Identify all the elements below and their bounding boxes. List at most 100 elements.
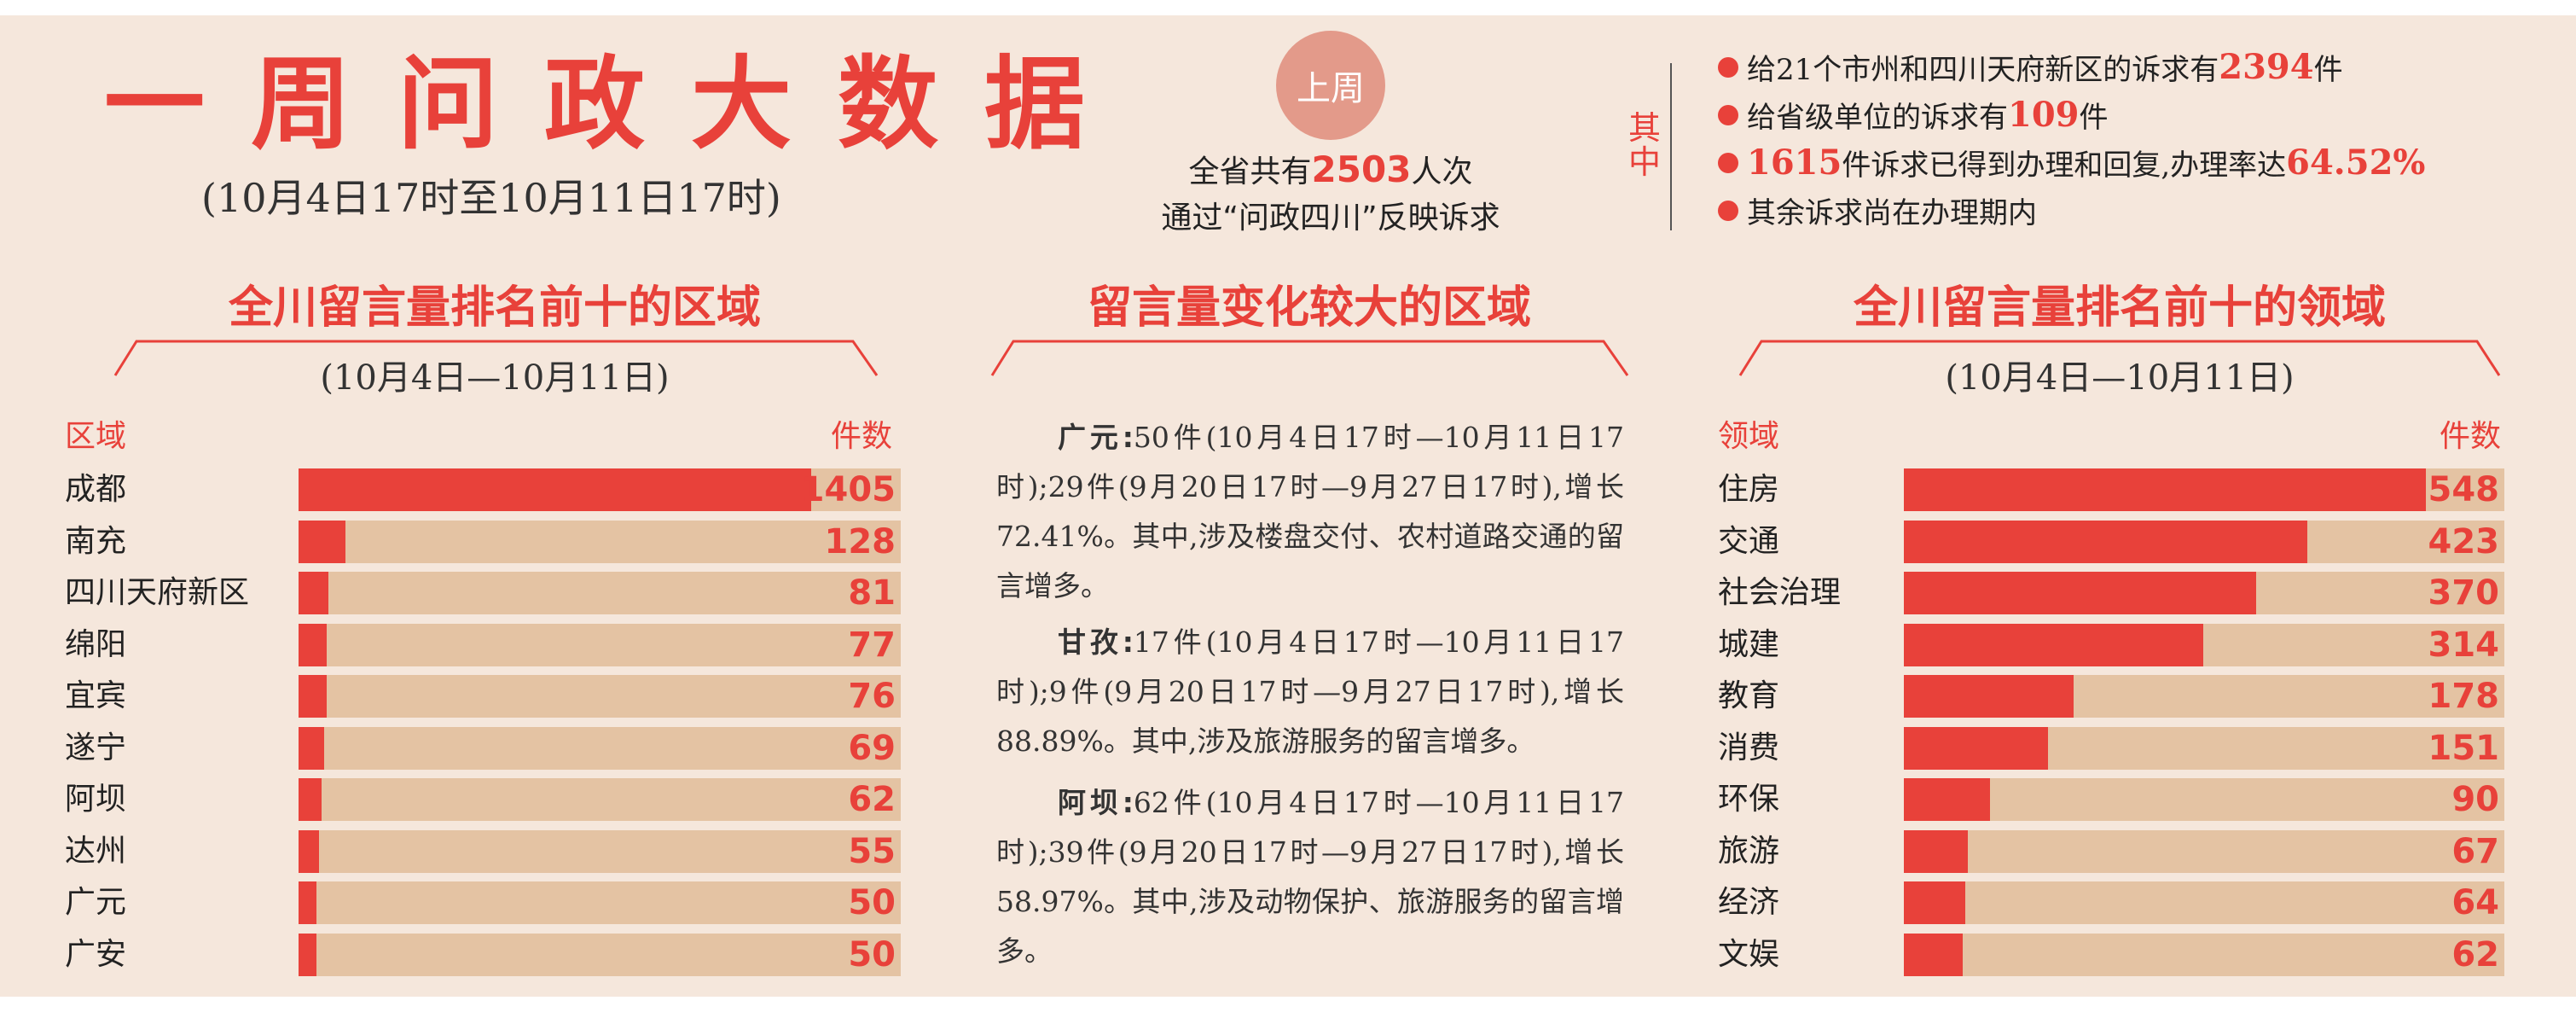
bar bbox=[299, 520, 345, 563]
bar-track: 151 bbox=[1904, 726, 2504, 770]
bar-track: 423 bbox=[1904, 520, 2504, 563]
last-week-badge: 上周 bbox=[1276, 31, 1385, 140]
badge-label: 上周 bbox=[1297, 69, 1365, 108]
bar-category-label: 消费 bbox=[1718, 730, 1780, 765]
bar-category-label: 教育 bbox=[1718, 678, 1780, 713]
bar-value-label: 178 bbox=[2428, 677, 2500, 716]
stat-number: 109 bbox=[2008, 95, 2080, 135]
bar-value-label: 62 bbox=[2451, 934, 2499, 974]
right-bracket-line bbox=[1738, 340, 2501, 376]
bar bbox=[299, 468, 811, 511]
bar-track: 370 bbox=[1904, 572, 2504, 614]
bar-track: 81 bbox=[299, 572, 901, 614]
bar-category-label: 住房 bbox=[1718, 472, 1780, 507]
stat-rate: 64.52% bbox=[2286, 143, 2426, 183]
bar-category-label: 宜宾 bbox=[65, 678, 127, 713]
bar-value-label: 314 bbox=[2428, 625, 2500, 665]
bar bbox=[1904, 933, 1963, 976]
right-section-date: (10月4日—10月11日) bbox=[1945, 358, 2295, 398]
paragraph-text: 50件(10月4日17时—10月11日17时);29件(9月20日17时—9月2… bbox=[996, 421, 1624, 602]
bar-value-label: 50 bbox=[848, 883, 896, 922]
bar-value-label: 81 bbox=[848, 573, 896, 613]
bar-category-label: 经济 bbox=[1718, 885, 1780, 920]
bar-value-label: 76 bbox=[848, 677, 896, 716]
stat-item: 给21个市州和四川天府新区的诉求有 2394 件 bbox=[1718, 46, 2343, 88]
stat-text: 其余诉求尚在办理期内 bbox=[1747, 196, 2037, 230]
left-col-label: 区域 bbox=[65, 419, 127, 454]
bar-category-label: 遂宁 bbox=[65, 730, 127, 765]
bar-category-label: 广安 bbox=[65, 936, 127, 972]
bar-category-label: 阿坝 bbox=[65, 782, 127, 817]
bar bbox=[299, 623, 327, 666]
bar-value-label: 67 bbox=[2451, 831, 2499, 871]
bar bbox=[1904, 468, 2426, 511]
paragraph-lead: 甘孜: bbox=[1058, 625, 1134, 659]
stat-text: 给省级单位的诉求有 bbox=[1747, 101, 2008, 135]
left-section-title: 全川留言量排名前十的区域 bbox=[228, 282, 761, 334]
bar-track: 76 bbox=[299, 675, 901, 718]
bar-track: 62 bbox=[299, 778, 901, 821]
middle-bracket-line bbox=[990, 340, 1629, 376]
left-section-date: (10月4日—10月11日) bbox=[320, 358, 670, 398]
bar bbox=[299, 726, 324, 770]
bar-track: 128 bbox=[299, 520, 901, 563]
stat-text: 件诉求已得到办理和回复,办理率达 bbox=[1842, 148, 2287, 183]
bar-track: 50 bbox=[299, 933, 901, 976]
bar-track: 64 bbox=[1904, 881, 2504, 924]
right-section-title: 全川留言量排名前十的领域 bbox=[1853, 282, 2386, 334]
bar-track: 67 bbox=[1904, 829, 2504, 873]
bar bbox=[1904, 778, 1990, 821]
bar bbox=[299, 933, 316, 976]
stat-item: 给省级单位的诉求有 109 件 bbox=[1718, 94, 2109, 136]
bar-value-label: 370 bbox=[2428, 573, 2500, 613]
paragraph-lead: 阿坝: bbox=[1058, 786, 1134, 819]
bar bbox=[1904, 675, 2074, 718]
summary-prefix: 全省共有 bbox=[1188, 154, 1312, 189]
bullet-dot-icon bbox=[1718, 152, 1738, 173]
left-bracket-line bbox=[113, 340, 879, 376]
bar-value-label: 62 bbox=[848, 780, 896, 819]
right-col-value: 件数 bbox=[2440, 419, 2502, 454]
bar-track: 55 bbox=[299, 829, 901, 873]
bar-category-label: 南充 bbox=[65, 523, 127, 559]
bar bbox=[1904, 572, 2256, 614]
bar-value-label: 69 bbox=[848, 728, 896, 768]
bar-track: 77 bbox=[299, 623, 901, 666]
bar-track: 62 bbox=[1904, 933, 2504, 976]
stat-number: 1615 bbox=[1747, 143, 1842, 183]
bar-category-label: 环保 bbox=[1718, 782, 1780, 817]
bar-value-label: 423 bbox=[2428, 521, 2500, 561]
stat-text: 给21个市州和四川天府新区的诉求有 bbox=[1747, 53, 2219, 87]
summary-suffix: 人次 bbox=[1411, 154, 1473, 189]
bar bbox=[1904, 520, 2307, 563]
stat-text: 件 bbox=[2313, 53, 2343, 87]
bar-value-label: 77 bbox=[848, 625, 896, 665]
summary-total: 全省共有2503人次 bbox=[1100, 147, 1561, 191]
bar bbox=[299, 675, 327, 718]
stat-item: 1615 件诉求已得到办理和回复,办理率达 64.52% bbox=[1718, 142, 2425, 183]
bar-category-label: 广元 bbox=[65, 885, 127, 920]
bar bbox=[299, 572, 328, 614]
bar-track: 548 bbox=[1904, 468, 2504, 511]
right-col-label: 领域 bbox=[1718, 419, 1780, 454]
bar-value-label: 50 bbox=[848, 934, 896, 974]
header-divider bbox=[1670, 63, 1672, 230]
bar-track: 1405 bbox=[299, 468, 901, 511]
paragraph-text: 62件(10月4日17时—10月11日17时);39件(9月20日17时—9月2… bbox=[996, 786, 1624, 968]
page-subtitle: (10月4日17时至10月11日17时) bbox=[201, 175, 781, 221]
bullet-dot-icon bbox=[1718, 104, 1738, 125]
paragraph-lead: 广元: bbox=[1058, 421, 1134, 454]
bar-category-label: 城建 bbox=[1718, 626, 1780, 662]
bar-value-label: 55 bbox=[848, 831, 896, 871]
bar bbox=[1904, 623, 2203, 666]
bar-category-label: 文娱 bbox=[1718, 936, 1780, 972]
bar bbox=[1904, 881, 1965, 924]
bar-category-label: 旅游 bbox=[1718, 833, 1780, 869]
bar bbox=[299, 829, 319, 873]
left-col-value: 件数 bbox=[831, 419, 893, 454]
summary-total-number: 2503 bbox=[1311, 148, 1412, 190]
bar-value-label: 128 bbox=[824, 521, 896, 561]
middle-section-title: 留言量变化较大的区域 bbox=[1087, 282, 1531, 334]
stat-text: 件 bbox=[2079, 101, 2109, 135]
